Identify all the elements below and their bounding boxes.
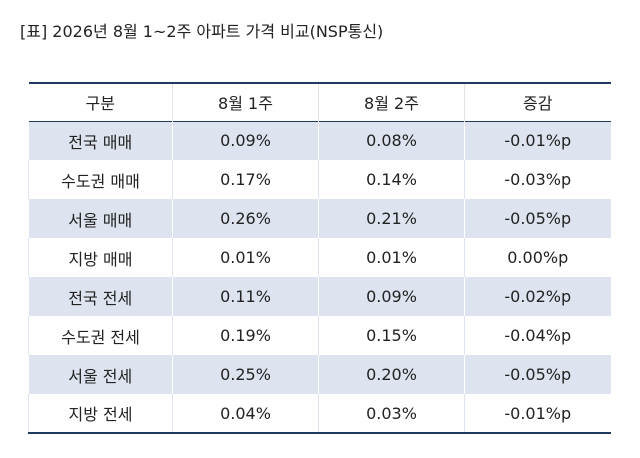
table-row: 전국 전세 0.11% 0.09% -0.02%p	[29, 277, 611, 316]
week1-value: 0.04%	[173, 394, 319, 433]
week1-value: 0.01%	[173, 238, 319, 277]
week1-value: 0.25%	[173, 355, 319, 394]
change-value: -0.02%p	[465, 277, 611, 316]
row-label: 지방 전세	[29, 394, 173, 433]
week2-value: 0.09%	[319, 277, 465, 316]
table-row: 수도권 매매 0.17% 0.14% -0.03%p	[29, 160, 611, 199]
table-row: 수도권 전세 0.19% 0.15% -0.04%p	[29, 316, 611, 355]
week1-value: 0.09%	[173, 121, 319, 160]
header-category: 구분	[29, 83, 173, 121]
row-label: 지방 매매	[29, 238, 173, 277]
table-header-row: 구분 8월 1주 8월 2주 증감	[29, 83, 611, 121]
row-label: 서울 매매	[29, 199, 173, 238]
change-value: -0.01%p	[465, 394, 611, 433]
table-row: 지방 전세 0.04% 0.03% -0.01%p	[29, 394, 611, 433]
header-change: 증감	[465, 83, 611, 121]
week1-value: 0.11%	[173, 277, 319, 316]
table-row: 지방 매매 0.01% 0.01% 0.00%p	[29, 238, 611, 277]
week1-value: 0.19%	[173, 316, 319, 355]
week2-value: 0.08%	[319, 121, 465, 160]
change-value: -0.03%p	[465, 160, 611, 199]
week1-value: 0.26%	[173, 199, 319, 238]
change-value: 0.00%p	[465, 238, 611, 277]
week2-value: 0.15%	[319, 316, 465, 355]
table-row: 서울 전세 0.25% 0.20% -0.05%p	[29, 355, 611, 394]
week2-value: 0.20%	[319, 355, 465, 394]
table-caption: [표] 2026년 8월 1~2주 아파트 가격 비교(NSP통신)	[20, 18, 383, 42]
change-value: -0.04%p	[465, 316, 611, 355]
row-label: 전국 매매	[29, 121, 173, 160]
header-week2: 8월 2주	[319, 83, 465, 121]
week1-value: 0.17%	[173, 160, 319, 199]
week2-value: 0.03%	[319, 394, 465, 433]
week2-value: 0.14%	[319, 160, 465, 199]
row-label: 서울 전세	[29, 355, 173, 394]
change-value: -0.01%p	[465, 121, 611, 160]
change-value: -0.05%p	[465, 355, 611, 394]
row-label: 전국 전세	[29, 277, 173, 316]
change-value: -0.05%p	[465, 199, 611, 238]
row-label: 수도권 전세	[29, 316, 173, 355]
header-week1: 8월 1주	[173, 83, 319, 121]
week2-value: 0.01%	[319, 238, 465, 277]
table-row: 서울 매매 0.26% 0.21% -0.05%p	[29, 199, 611, 238]
price-comparison-table: 구분 8월 1주 8월 2주 증감 전국 매매 0.09% 0.08% -0.0…	[28, 82, 611, 434]
table-row: 전국 매매 0.09% 0.08% -0.01%p	[29, 121, 611, 160]
row-label: 수도권 매매	[29, 160, 173, 199]
week2-value: 0.21%	[319, 199, 465, 238]
